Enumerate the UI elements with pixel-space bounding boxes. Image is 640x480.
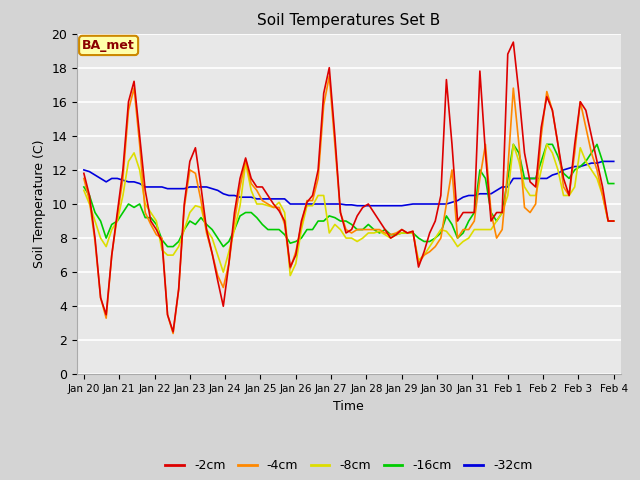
Title: Soil Temperatures Set B: Soil Temperatures Set B <box>257 13 440 28</box>
Text: BA_met: BA_met <box>82 39 135 52</box>
Legend: -2cm, -4cm, -8cm, -16cm, -32cm: -2cm, -4cm, -8cm, -16cm, -32cm <box>160 454 538 477</box>
X-axis label: Time: Time <box>333 400 364 413</box>
Y-axis label: Soil Temperature (C): Soil Temperature (C) <box>33 140 45 268</box>
